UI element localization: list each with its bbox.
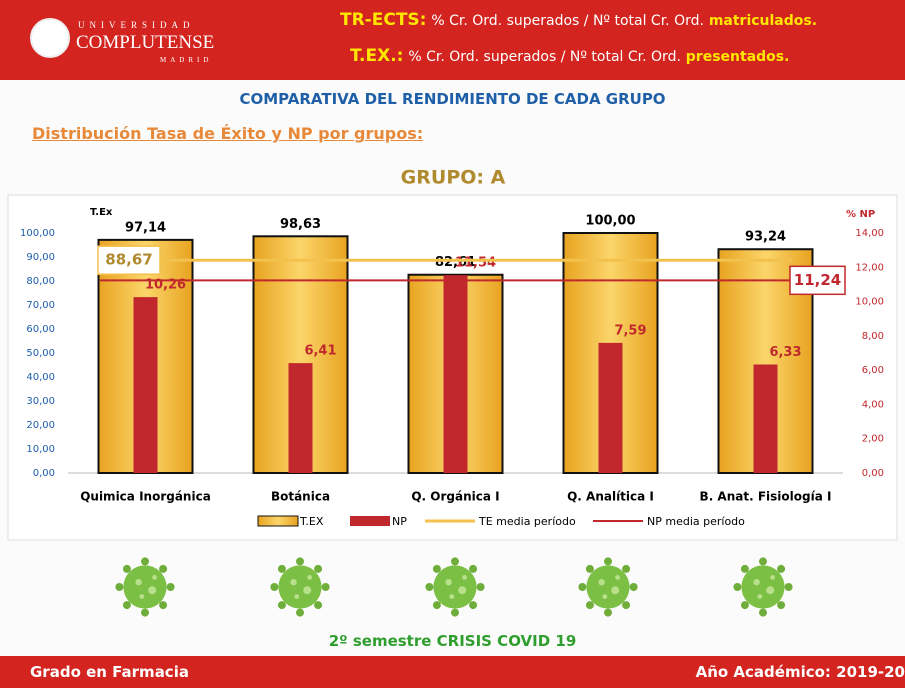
virus-icon: [115, 557, 174, 616]
y-tick-label: 80,00: [26, 276, 55, 287]
x-tick-label: B. Anat. Fisiología I: [700, 490, 832, 504]
legend-label: NP media período: [647, 515, 745, 528]
x-tick-label: Botánica: [271, 490, 330, 504]
y2-tick-label: 10,00: [855, 297, 884, 308]
reference-label: 88,67: [105, 251, 152, 269]
np-bar: [599, 343, 623, 473]
x-tick-label: Q. Analítica I: [567, 490, 654, 504]
np-bar: [134, 297, 158, 473]
y2-tick-label: 0,00: [862, 468, 884, 479]
y-axis-label: T.Ex: [90, 207, 113, 218]
y2-tick-label: 8,00: [862, 331, 884, 342]
caption: 2º semestre CRISIS COVID 19: [0, 632, 905, 650]
reference-label: 11,24: [794, 271, 841, 289]
legend-label: TE media período: [478, 515, 576, 528]
value-label: 97,14: [125, 220, 166, 235]
virus-icon: [270, 557, 329, 616]
value-label: 100,00: [585, 214, 635, 229]
value-label: 6,41: [304, 344, 336, 359]
value-label: 98,63: [280, 217, 321, 232]
y-tick-label: 20,00: [26, 420, 55, 431]
y2-tick-label: 2,00: [862, 434, 884, 445]
legend-label: T.EX: [299, 515, 324, 528]
virus-icon: [425, 557, 484, 616]
y2-tick-label: 4,00: [862, 399, 884, 410]
y-tick-label: 90,00: [26, 252, 55, 263]
y-tick-label: 100,00: [20, 228, 55, 239]
y-tick-label: 0,00: [33, 468, 55, 479]
footer-left: Grado en Farmacia: [30, 663, 189, 681]
np-bar: [444, 275, 468, 473]
value-label: 7,59: [614, 323, 646, 338]
y2-tick-label: 6,00: [862, 365, 884, 376]
virus-icon: [733, 557, 792, 616]
y-tick-label: 70,00: [26, 300, 55, 311]
np-bar: [289, 363, 313, 473]
chart: GRUPO: A T.Ex % NP 0,00 10,00 20,00 30,00 40…: [0, 0, 905, 688]
value-label: 93,24: [745, 230, 786, 245]
y2-axis-label: % NP: [846, 209, 875, 220]
value-label: 6,33: [769, 345, 801, 360]
y-tick-label: 50,00: [26, 348, 55, 359]
y-tick-label: 10,00: [26, 444, 55, 455]
y2-tick-label: 14,00: [855, 228, 884, 239]
footer: Grado en Farmacia Año Académico: 2019-20: [0, 656, 905, 688]
value-label: 11,54: [455, 256, 496, 271]
x-tick-label: Quimica Inorgánica: [80, 490, 211, 504]
legend-swatch: [350, 516, 390, 526]
virus-icon: [578, 557, 637, 616]
y-tick-label: 60,00: [26, 324, 55, 335]
y2-tick-label: 12,00: [855, 262, 884, 273]
legend-swatch: [258, 516, 298, 526]
y-tick-label: 40,00: [26, 372, 55, 383]
slide: UNIVERSIDAD COMPLUTENSE MADRID TR-ECTS: …: [0, 0, 905, 688]
x-tick-label: Q. Orgánica I: [411, 490, 499, 504]
y-tick-label: 30,00: [26, 396, 55, 407]
np-bar: [754, 364, 778, 473]
footer-right: Año Académico: 2019-20: [696, 663, 905, 681]
legend-label: NP: [392, 515, 407, 528]
chart-title: GRUPO: A: [401, 167, 506, 189]
